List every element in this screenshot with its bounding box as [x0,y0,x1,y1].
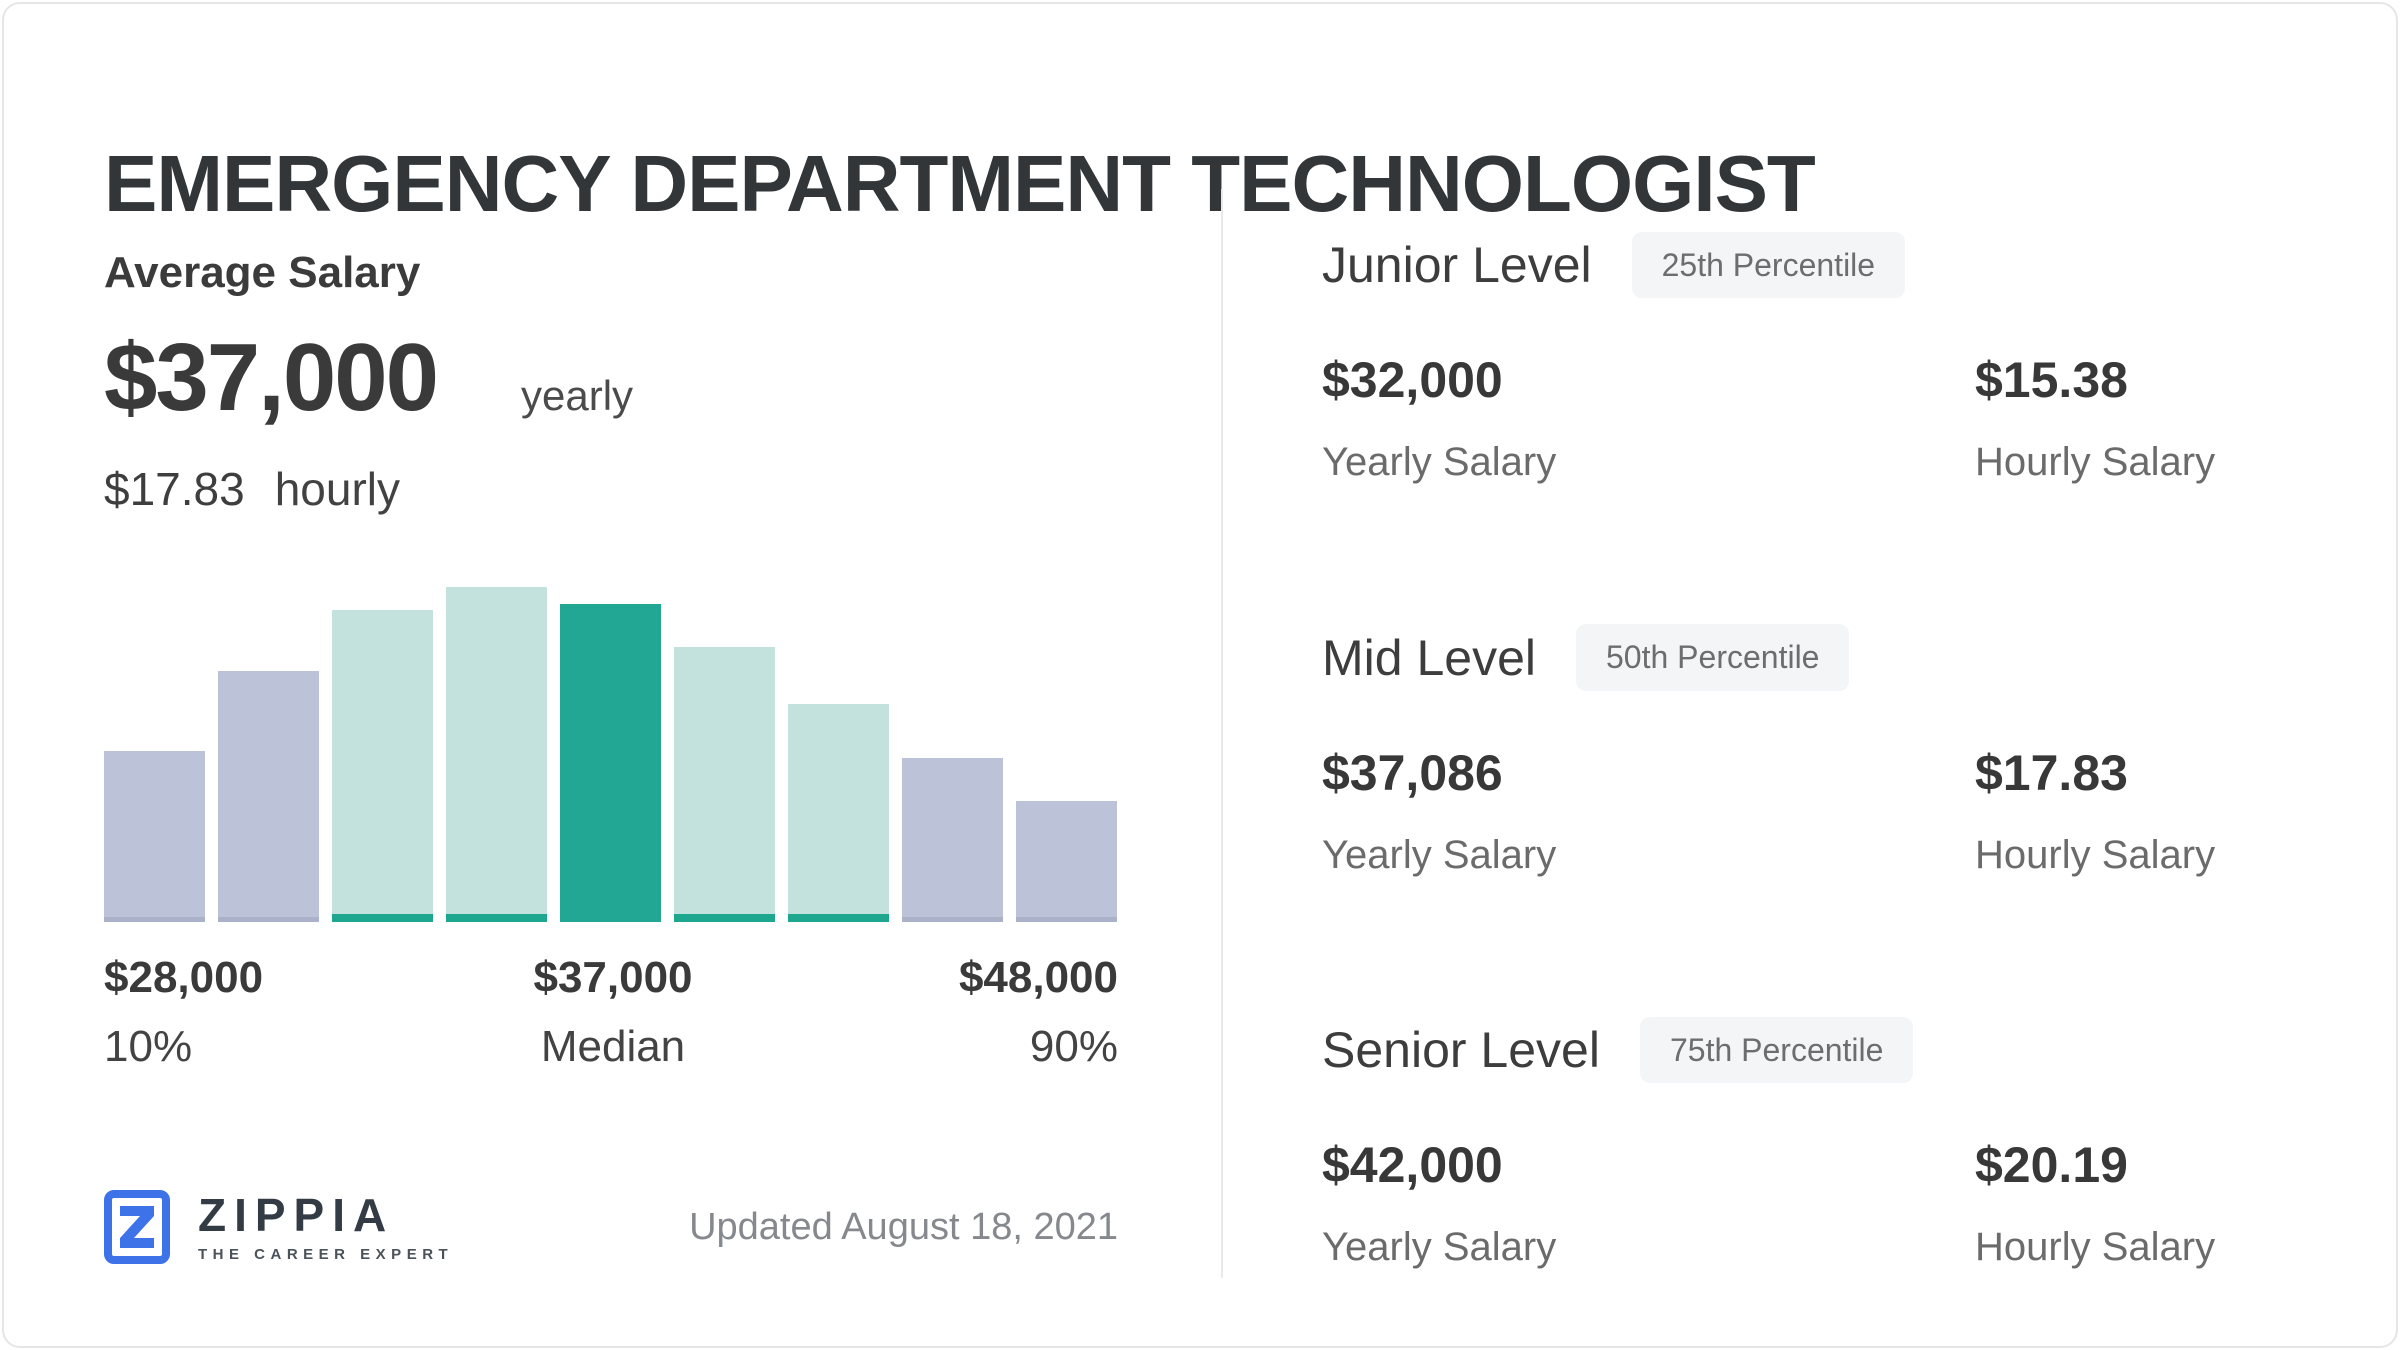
axis-median-value: $37,000 [533,953,693,1003]
histogram-bar [902,758,1003,923]
average-salary-heading: Average Salary [104,248,421,297]
histogram-axis-labels: $28,000 10% $37,000 Median $48,000 90% [104,952,1118,1082]
senior-level-stats: $42,000 Yearly Salary $20.19 Hourly Sala… [1322,1135,2276,1271]
left-footer: ZIPPIA THE CAREER EXPERT Updated August … [104,1190,1118,1265]
hourly-salary-unit: hourly [274,462,400,515]
zippia-logo-text: ZIPPIA THE CAREER EXPERT [198,1192,453,1262]
page-title: EMERGENCY DEPARTMENT TECHNOLOGIST [104,138,1816,228]
histogram-bar [104,751,205,923]
hourly-salary-row: $17.83 hourly [104,462,1118,517]
senior-yearly-stat: $42,000 Yearly Salary [1322,1135,1975,1271]
mid-hourly-label: Hourly Salary [1975,832,2216,877]
mid-yearly-value: $37,086 [1322,744,1503,801]
axis-median-group: $37,000 Median [533,952,692,1074]
axis-left-percentile: 10% [104,1021,193,1071]
junior-hourly-value: $15.38 [1975,352,2128,409]
senior-level-header: Senior Level 75th Percentile [1322,1016,2276,1084]
salary-histogram [104,587,1118,923]
mid-level-section: Mid Level 50th Percentile $37,086 Yearly… [1322,624,2276,878]
junior-yearly-value: $32,000 [1322,352,1503,409]
average-salary-panel: Average Salary $37,000 yearly $17.83 hou… [104,247,1118,1265]
mid-yearly-label: Yearly Salary [1322,832,1557,877]
senior-level-title: Senior Level [1322,1021,1600,1078]
zippia-brand-name: ZIPPIA [198,1189,395,1242]
yearly-salary-value: $37,000 [104,323,439,431]
vertical-divider [1221,189,1223,1278]
junior-hourly-stat: $15.38 Hourly Salary [1975,350,2396,486]
zippia-logo: ZIPPIA THE CAREER EXPERT [104,1190,453,1265]
histogram-bar [446,587,547,923]
junior-level-title: Junior Level [1322,237,1592,294]
mid-level-title: Mid Level [1322,629,1536,686]
updated-date: Updated August 18, 2021 [689,1205,1118,1248]
yearly-salary-row: $37,000 yearly [104,320,1118,435]
senior-level-section: Senior Level 75th Percentile $42,000 Yea… [1322,1016,2276,1271]
junior-level-section: Junior Level 25th Percentile $32,000 Yea… [1322,232,2276,486]
axis-left-group: $28,000 10% [104,952,263,1074]
axis-left-value: $28,000 [104,953,264,1003]
junior-yearly-label: Yearly Salary [1322,440,1557,485]
hourly-salary-value: $17.83 [104,462,245,515]
mid-yearly-stat: $37,086 Yearly Salary [1322,743,1975,879]
mid-hourly-value: $17.83 [1975,744,2128,801]
senior-hourly-label: Hourly Salary [1975,1225,2216,1270]
histogram-bar [788,704,889,923]
mid-hourly-stat: $17.83 Hourly Salary [1975,743,2396,879]
junior-level-stats: $32,000 Yearly Salary $15.38 Hourly Sala… [1322,350,2276,486]
senior-hourly-stat: $20.19 Hourly Salary [1975,1135,2396,1271]
histogram-bar [560,604,661,923]
percentile-panel: Junior Level 25th Percentile $32,000 Yea… [1322,232,2276,1271]
histogram-bar [1016,801,1117,923]
histogram-bar [218,671,319,923]
junior-percentile-badge: 25th Percentile [1631,232,1906,299]
mid-percentile-badge: 50th Percentile [1576,624,1850,691]
junior-yearly-stat: $32,000 Yearly Salary [1322,350,1975,486]
mid-level-stats: $37,086 Yearly Salary $17.83 Hourly Sala… [1322,743,2276,879]
histogram-bar [674,647,775,923]
senior-yearly-label: Yearly Salary [1322,1225,1557,1270]
senior-percentile-badge: 75th Percentile [1639,1016,1914,1084]
axis-right-group: $48,000 90% [959,952,1118,1074]
axis-right-percentile: 90% [1029,1021,1118,1071]
zippia-logo-icon [104,1190,170,1265]
yearly-salary-unit: yearly [521,371,634,419]
zippia-tagline: THE CAREER EXPERT [198,1246,454,1264]
axis-right-value: $48,000 [958,953,1118,1003]
junior-hourly-label: Hourly Salary [1975,440,2216,485]
junior-level-header: Junior Level 25th Percentile [1322,232,2276,299]
histogram-bar [332,610,433,923]
senior-hourly-value: $20.19 [1975,1137,2128,1194]
mid-level-header: Mid Level 50th Percentile [1322,624,2276,691]
senior-yearly-value: $42,000 [1322,1137,1503,1194]
axis-median-label: Median [540,1021,686,1071]
